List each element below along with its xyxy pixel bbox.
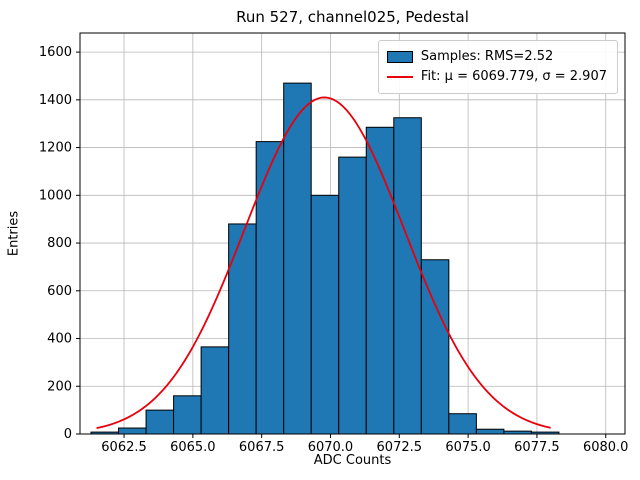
- y-tick-label: 1200: [39, 141, 72, 156]
- histogram-bar: [475, 428, 505, 435]
- y-tick-label: 1600: [39, 45, 72, 60]
- legend-fit-label: Fit: μ = 6069.779, σ = 2.907: [420, 69, 607, 84]
- legend: Samples: RMS=2.52 Fit: μ = 6069.779, σ =…: [377, 40, 618, 94]
- y-tick-label: 400: [47, 332, 72, 347]
- legend-item-samples: Samples: RMS=2.52: [386, 47, 607, 67]
- histogram-bar: [283, 82, 312, 435]
- y-tick-label: 600: [47, 284, 72, 299]
- legend-samples-label: Samples: RMS=2.52: [420, 49, 554, 64]
- y-tick-label: 200: [47, 379, 72, 394]
- x-axis-label: ADC Counts: [313, 453, 392, 468]
- x-tick-label: 6080.0: [583, 440, 629, 455]
- y-tick-label: 1000: [39, 188, 72, 203]
- fit-line-swatch-icon: [386, 76, 413, 78]
- histogram-swatch-icon: [386, 51, 413, 63]
- x-tick-label: 6065.0: [170, 440, 216, 455]
- y-tick-label: 800: [47, 236, 72, 251]
- histogram-bar: [338, 156, 367, 435]
- chart-title: Run 527, channel025, Pedestal: [236, 8, 469, 26]
- legend-item-fit: Fit: μ = 6069.779, σ = 2.907: [386, 67, 607, 87]
- histogram-bar: [145, 409, 175, 435]
- y-tick-label: 0: [64, 427, 72, 442]
- axes-spines: [79, 32, 626, 435]
- histogram-bar: [118, 427, 147, 435]
- histogram-bar: [228, 223, 257, 435]
- histogram-bar: [393, 117, 422, 435]
- histogram-bar: [310, 194, 340, 435]
- y-tick-label: 1400: [39, 93, 72, 108]
- histogram-bar: [173, 395, 202, 435]
- histogram-bar: [365, 126, 395, 435]
- gaussian-fit-curve: [96, 96, 551, 430]
- y-axis-label: Entries: [6, 210, 22, 257]
- x-tick-label: 6062.5: [101, 440, 147, 455]
- x-tick-label: 6072.5: [377, 440, 423, 455]
- histogram-bar: [448, 413, 477, 435]
- x-tick-label: 6067.5: [239, 440, 285, 455]
- histogram-bar: [420, 259, 450, 435]
- x-tick-label: 6075.0: [445, 440, 491, 455]
- histogram-bar: [200, 346, 230, 435]
- histogram-bar: [255, 141, 285, 435]
- x-tick-label: 6077.5: [514, 440, 560, 455]
- x-tick-label: 6070.0: [308, 440, 354, 455]
